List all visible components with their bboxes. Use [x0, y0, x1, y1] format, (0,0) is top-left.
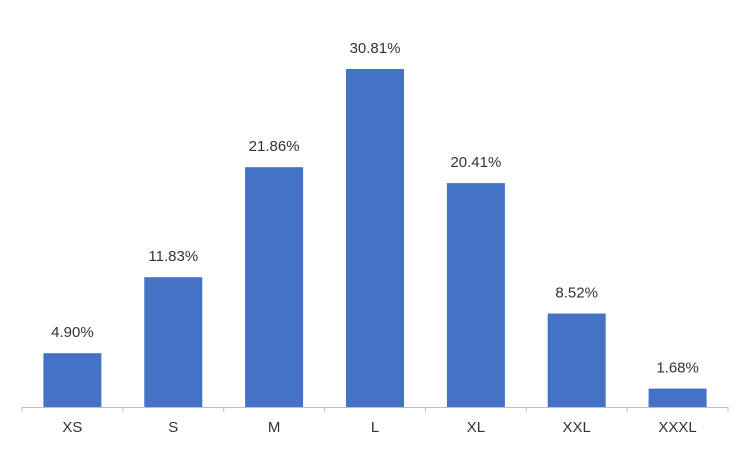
data-label-l: 30.81%: [350, 40, 401, 57]
bar-xl: [446, 183, 505, 407]
bar-l: [346, 69, 404, 407]
x-tick-label-xxl: XXL: [563, 419, 591, 436]
bar-m: [245, 167, 304, 407]
x-tick-label-m: M: [268, 419, 281, 436]
bar-xs: [43, 353, 102, 407]
data-label-xs: 4.90%: [51, 324, 94, 341]
data-label-xl: 20.41%: [450, 154, 501, 171]
data-label-xxxl: 1.68%: [656, 360, 699, 377]
plot-area: 4.90% XS 11.83% S 21.86% M 30.81% L 20.41% XL 8.52…: [21, 40, 729, 436]
data-label-xxl: 8.52%: [555, 285, 598, 302]
data-label-m: 21.86%: [249, 138, 300, 155]
x-tick-label-xs: XS: [62, 419, 82, 436]
x-tick-label-l: L: [371, 419, 379, 436]
bar-xxxl: [648, 388, 707, 407]
bar-s: [144, 277, 203, 407]
x-tick-label-xl: XL: [467, 419, 485, 436]
x-tick-label-s: S: [168, 419, 178, 436]
bar-xxl: [547, 313, 606, 407]
x-tick-label-xxxl: XXXL: [658, 419, 696, 436]
data-label-s: 11.83%: [148, 248, 198, 265]
